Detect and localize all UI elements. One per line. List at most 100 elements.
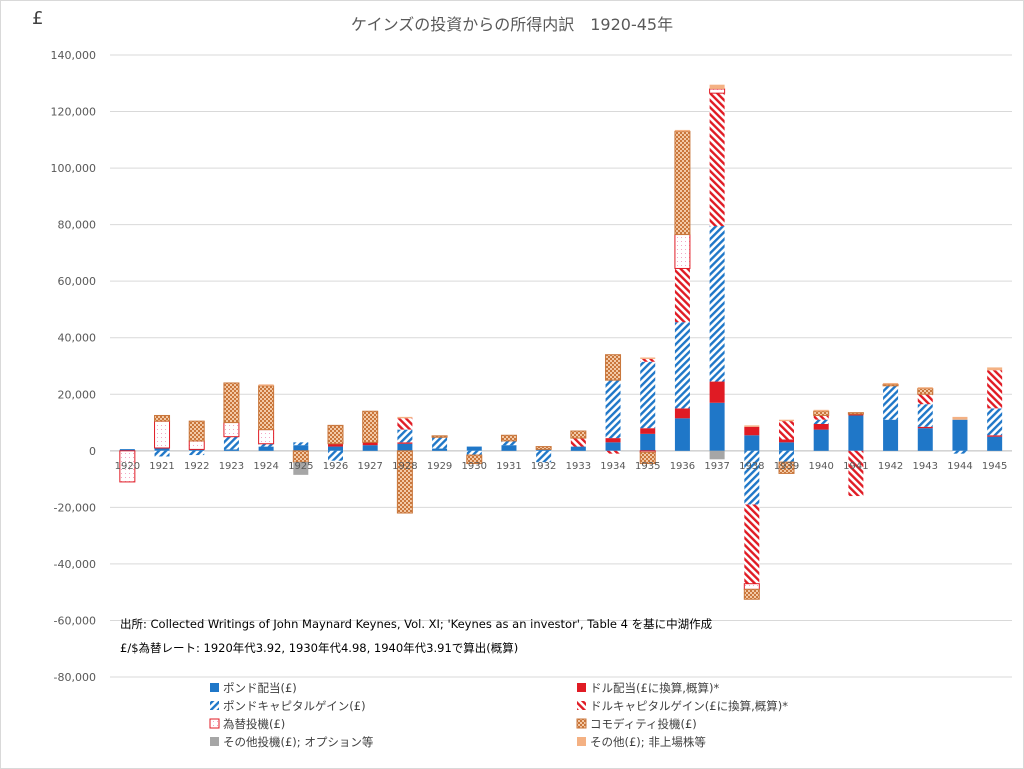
x-tick-label: 1945 [982, 461, 1007, 472]
chart-title: ケインズの投資からの所得内訳 1920-45年 [351, 15, 673, 34]
legend: ポンド配当(£) ドル配当(£に換算,概算)* ポンドキャピタルゲイン(£) ドルキャ… [209, 681, 788, 749]
y-tick-label: 140,000 [51, 49, 97, 62]
bar-segment [570, 438, 586, 447]
x-tick-label: 1934 [600, 461, 625, 472]
bar-segment [223, 382, 240, 424]
x-tick-label: 1937 [704, 461, 729, 472]
x-tick-label: 1924 [253, 461, 278, 472]
legend-swatch [577, 701, 586, 710]
x-tick-label: 1921 [149, 461, 174, 472]
bar-segment [813, 423, 829, 430]
bar-segment [570, 430, 587, 439]
y-tick-label: 20,000 [58, 388, 97, 401]
bar-segment [570, 446, 586, 451]
legend-swatch [210, 701, 219, 710]
bar-segment [917, 428, 933, 451]
y-tick-label: 60,000 [58, 275, 97, 288]
bar-segment [987, 367, 1003, 371]
bar-segment [883, 385, 899, 420]
bar-segment [744, 426, 760, 436]
legend-swatch [210, 737, 219, 746]
y-tick-label: 100,000 [51, 162, 97, 175]
bar-segment [709, 93, 725, 227]
bar-segment [987, 435, 1003, 437]
bar-segment [813, 409, 829, 412]
bar-segment [778, 461, 795, 474]
bar-segment [779, 439, 794, 443]
bar-segment [847, 412, 864, 415]
bar-segment [987, 370, 1003, 409]
bar-segment [500, 434, 517, 442]
legend-label: ポンド配当(£) [223, 681, 297, 695]
bar-segment [397, 416, 413, 419]
bar-segment [119, 450, 136, 483]
bar-segment [189, 449, 205, 451]
bar-segment [709, 381, 725, 403]
bar-segment [882, 383, 899, 387]
bar-segment [744, 450, 760, 505]
bar-segment [328, 446, 343, 451]
x-tick-label: 1926 [323, 461, 348, 472]
bar-segment [466, 454, 483, 465]
bar-segment [536, 450, 552, 463]
bar-segment [605, 380, 621, 439]
bar-segment [536, 449, 552, 451]
bar-segment [258, 385, 275, 431]
bar-segment [119, 449, 135, 451]
x-tick-label: 1922 [184, 461, 209, 472]
bar-segment [744, 504, 760, 584]
bar-segment [674, 418, 690, 451]
x-tick-label: 1943 [913, 461, 938, 472]
bar-segment [813, 415, 829, 420]
bar-segment [743, 583, 760, 590]
bar-segment [397, 443, 413, 451]
bar-segment [223, 422, 240, 438]
bar-segment [188, 440, 205, 450]
x-tick-label: 1928 [392, 461, 417, 472]
bar-segment [640, 357, 656, 359]
bar-segment [709, 402, 725, 451]
bar-segment [605, 442, 621, 451]
y-tick-label: -80,000 [54, 671, 96, 684]
bar-segment [605, 450, 621, 454]
bar-segment [674, 322, 690, 409]
bar-segment [154, 450, 170, 457]
bar-segment [535, 446, 552, 450]
legend-label: その他投機(£); オプション等 [223, 735, 373, 749]
bar-segment [258, 446, 274, 451]
legend-label: 為替投機(£) [223, 717, 285, 731]
bar-segment [674, 408, 690, 419]
bar-segment [848, 415, 864, 451]
bar-segment [258, 443, 274, 447]
bar-segment [154, 447, 170, 451]
y-tick-label: 0 [89, 445, 96, 458]
legend-label: その他(£); 非上場株等 [590, 735, 706, 749]
bar-segment [709, 226, 725, 382]
bar-segment [813, 410, 830, 416]
legend-swatch [210, 683, 219, 692]
bar-segment [744, 425, 760, 427]
x-tick-label: 1939 [774, 461, 799, 472]
bar-segment [779, 442, 794, 451]
bar-segment [709, 450, 725, 460]
bar-segment [432, 437, 448, 449]
x-tick-label: 1923 [219, 461, 244, 472]
bar-segment [779, 450, 794, 463]
bar-segment [674, 234, 691, 269]
bar-segment [466, 446, 482, 451]
legend-swatch [577, 737, 586, 746]
bar-segment [362, 445, 378, 451]
bar-segment [396, 450, 413, 514]
legend-swatch [209, 718, 220, 729]
legend-label: ドルキャピタルゲイン(£に換算,概算)* [590, 699, 788, 713]
exchange-rate-note: £/$為替レート: 1920年代3.92, 1930年代4.98, 1940年代… [120, 641, 518, 655]
bar-segment [952, 450, 968, 454]
bar-segment [328, 450, 343, 461]
x-tick-label: 1936 [670, 461, 695, 472]
bar-segment [779, 419, 794, 422]
x-tick-label: 1930 [462, 461, 487, 472]
x-tick-label: 1931 [496, 461, 521, 472]
y-unit-label: £ [32, 8, 43, 29]
bar-segment [362, 410, 379, 443]
